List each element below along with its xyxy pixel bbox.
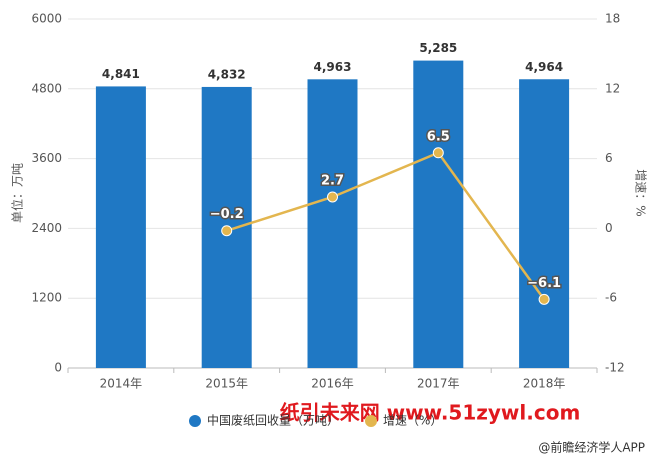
x-tick-label: 2016年 [311, 377, 354, 391]
watermark: 纸引未来网 www.51zywl.com [280, 401, 581, 425]
bar-value-label: 4,963 [314, 60, 352, 74]
legend-marker [189, 415, 201, 427]
legend-label: 增速（%） [383, 414, 442, 428]
x-tick-label: 2017年 [417, 377, 460, 391]
bar-value-label: 4,964 [525, 60, 563, 74]
line-point [221, 225, 233, 237]
line-value-label: 2.7 [321, 173, 344, 188]
legend-marker [365, 415, 378, 427]
y2-tick-label: 0 [605, 221, 613, 235]
legend-label: 中国废纸回收量（万吨） [207, 413, 339, 428]
y-tick-label: 2400 [31, 221, 62, 235]
bar-value-label: 5,285 [419, 41, 457, 55]
bar [307, 79, 358, 368]
y2-tick-label: 6 [605, 151, 613, 165]
y-tick-label: 4800 [31, 81, 62, 95]
bar [95, 86, 146, 369]
line-point [327, 191, 338, 203]
line [226, 151, 546, 301]
y-tick-label: 6000 [31, 12, 62, 26]
y-tick-label: 1200 [31, 291, 62, 305]
y2-tick-label: -12 [605, 361, 625, 375]
line-value-label: −6.1 [527, 276, 561, 291]
x-tick-label: 2014年 [100, 377, 143, 391]
line-value-label: −0.2 [210, 207, 244, 222]
line-value-label: 6.5 [427, 129, 450, 144]
bar [519, 79, 570, 368]
line-point [538, 293, 550, 305]
y-tick-label: 0 [54, 361, 62, 375]
bar-value-label: 4,841 [102, 67, 140, 81]
line-point [432, 147, 444, 159]
x-tick-label: 2015年 [205, 377, 248, 391]
source: @前瞻经济学人APP [538, 440, 645, 455]
bar [413, 60, 464, 368]
bar-value-label: 4,832 [208, 67, 246, 81]
y2-tick-label: 18 [605, 12, 620, 26]
x-tick-label: 2018年 [523, 377, 566, 391]
y2-axis-label: 增速：% [634, 169, 648, 216]
y2-tick-label: -6 [605, 291, 617, 305]
y-tick-label: 3600 [31, 151, 62, 165]
y-axis-label: 单位：万吨 [10, 163, 25, 223]
y2-tick-label: 12 [605, 81, 620, 95]
